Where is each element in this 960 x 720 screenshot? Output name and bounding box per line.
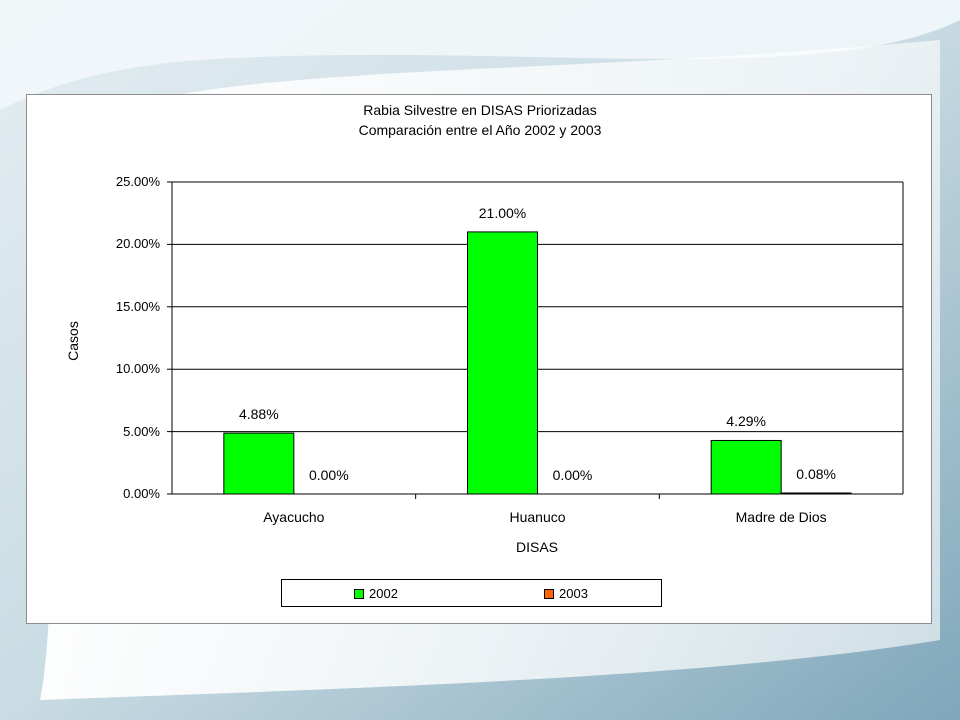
y-tick-label: 10.00% (115, 361, 160, 377)
legend-swatch-2003 (544, 588, 554, 599)
bar-2003-madre-de-dios (780, 492, 852, 495)
data-label: 21.00% (478, 204, 527, 221)
bar-2002-ayacucho (223, 432, 295, 495)
legend-label-2002: 2002 (369, 586, 398, 601)
chart-title-line-1: Rabia Silvestre en DISAS Priorizadas (363, 102, 597, 118)
data-label: 0.08% (796, 466, 836, 482)
legend-item-2003: 2003 (544, 586, 588, 601)
y-tick-label: 5.00% (123, 423, 160, 439)
data-label: 4.29% (726, 413, 766, 430)
y-tick-label: 0.00% (123, 486, 160, 501)
y-axis-title: Casos (65, 321, 81, 361)
legend-label-2003: 2003 (559, 586, 588, 601)
bar-2002-huanuco (467, 231, 538, 495)
category-label: Ayacucho (263, 509, 325, 525)
y-tick-label: 25.00% (115, 174, 160, 189)
legend-item-2002: 2002 (354, 586, 398, 601)
y-tick-label: 20.00% (115, 236, 160, 252)
data-label: 4.88% (238, 406, 279, 423)
legend-swatch-2002 (354, 588, 364, 599)
bar-2002-madre-de-dios (710, 439, 782, 495)
x-axis-title: DISAS (515, 539, 558, 555)
category-label: Huanuco (509, 509, 566, 525)
data-label: 0.00% (552, 467, 593, 483)
data-label: 0.00% (308, 467, 349, 483)
chart-title-line-2: Comparación entre el Año 2002 y 2003 (358, 122, 602, 138)
chart-legend: 2002 2003 (281, 579, 662, 607)
y-tick-label: 15.00% (115, 298, 160, 314)
category-label: Madre de Dios (735, 509, 827, 525)
